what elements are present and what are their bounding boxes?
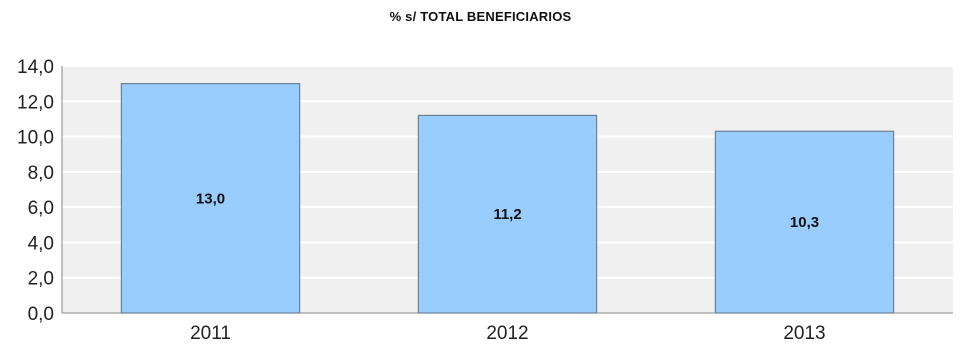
bar-2013 [714, 130, 895, 314]
bar-2011 [120, 83, 301, 314]
data-label-2012: 11,2 [493, 206, 521, 223]
y-tick-label: 2,0 [28, 269, 54, 290]
data-label-2013: 10,3 [790, 214, 819, 231]
y-tick-label: 14,0 [17, 57, 54, 78]
bar-2012 [417, 114, 598, 314]
x-tick-label-2013: 2013 [783, 323, 825, 344]
y-tick-label: 0,0 [28, 304, 54, 325]
y-tick-label: 12,0 [17, 92, 54, 113]
y-tick-label: 8,0 [28, 163, 54, 184]
chart-title: % s/ TOTAL BENEFICIARIOS [389, 9, 572, 24]
data-label-2011: 13,0 [196, 190, 225, 207]
y-tick-label: 4,0 [28, 233, 54, 254]
x-tick-label-2011: 2011 [190, 323, 231, 344]
y-tick-label: 6,0 [28, 198, 54, 219]
x-tick-label-2012: 2012 [486, 323, 528, 344]
y-tick-label: 10,0 [17, 128, 54, 149]
